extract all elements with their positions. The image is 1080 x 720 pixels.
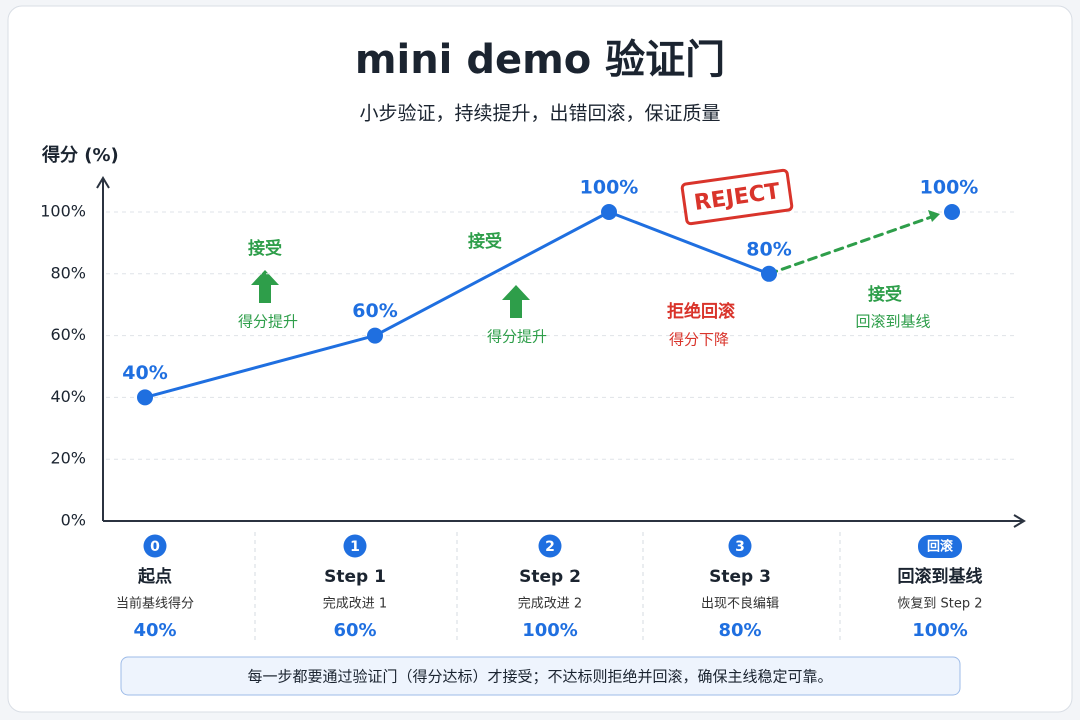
annotation-text: 得分下降 <box>669 331 729 349</box>
step-score: 100% <box>912 620 968 641</box>
step-badge-text: 回滚 <box>927 539 954 555</box>
step-score: 100% <box>522 620 578 641</box>
step-desc: 完成改进 2 <box>518 597 582 612</box>
step-name: Step 2 <box>519 567 581 587</box>
step-score: 40% <box>133 620 176 641</box>
value-label: 100% <box>580 177 639 199</box>
step-score: 80% <box>718 620 761 641</box>
y-tick-label: 100% <box>40 202 86 221</box>
value-label: 80% <box>746 238 791 260</box>
value-label: 100% <box>920 177 979 199</box>
step-desc: 恢复到 Step 2 <box>897 597 982 612</box>
y-tick-label: 20% <box>50 449 86 468</box>
line-segment <box>143 334 377 399</box>
step-score: 60% <box>333 620 376 641</box>
point <box>137 389 153 406</box>
line-segment <box>373 210 611 338</box>
up-arrow <box>502 285 530 318</box>
value-label: 40% <box>122 362 167 384</box>
reject-stamp: REJECT <box>680 168 794 226</box>
step-badge <box>728 534 752 558</box>
annotation-text: 得分提升 <box>487 328 547 346</box>
annotation-title: 拒绝回滚 <box>667 301 736 322</box>
step-badge <box>918 535 962 558</box>
rollback-segment <box>767 212 942 276</box>
step-badge <box>143 534 167 558</box>
step-badge-text: 1 <box>350 539 360 555</box>
note: 每一步都要通过验证门（得分达标）才接受；不达标则拒绝并回滚，确保主线稳定可靠。 <box>247 668 832 686</box>
y-tick-label: 40% <box>50 387 86 406</box>
y-tick-label: 0% <box>61 511 86 530</box>
step-badge-text: 3 <box>735 539 745 555</box>
column-dividers <box>254 532 841 642</box>
annotation-title: 接受 <box>248 238 282 259</box>
y-tick-label: 60% <box>50 325 86 344</box>
axes <box>96 176 1026 528</box>
step-badge <box>343 534 367 558</box>
step-name: 起点 <box>137 566 172 587</box>
card <box>7 5 1073 713</box>
step-name: 回滚到基线 <box>898 566 983 587</box>
step-name: Step 3 <box>709 567 771 587</box>
y-axis-label: 得分 (%) <box>41 144 119 166</box>
step-desc: 当前基线得分 <box>116 596 194 612</box>
line-segment <box>607 210 771 276</box>
step-badge-text: 0 <box>150 539 160 555</box>
annotation-title: 接受 <box>468 231 502 252</box>
subtitle: 小步验证，持续提升，出错回滚，保证质量 <box>359 103 720 125</box>
up-arrow <box>251 270 279 303</box>
stamp-border <box>680 168 794 226</box>
annotation-title: 接受 <box>868 284 902 305</box>
rollback-arrowhead <box>928 210 940 222</box>
annotation-text: 得分提升 <box>238 313 298 331</box>
point <box>601 204 617 220</box>
step-desc: 出现不良编辑 <box>701 596 779 612</box>
step-badge-text: 2 <box>545 539 555 555</box>
step-badge <box>538 534 562 558</box>
point <box>944 204 960 220</box>
step-desc: 完成改进 1 <box>323 597 387 612</box>
chart-title: mini demo 验证门 <box>355 37 725 83</box>
value-label: 60% <box>352 300 397 322</box>
y-tick-label: 80% <box>50 263 86 282</box>
point <box>761 265 777 282</box>
note-box <box>120 656 961 696</box>
annotation-text: 回滚到基线 <box>855 313 930 331</box>
step-name: Step 1 <box>324 567 386 587</box>
point <box>367 327 383 344</box>
